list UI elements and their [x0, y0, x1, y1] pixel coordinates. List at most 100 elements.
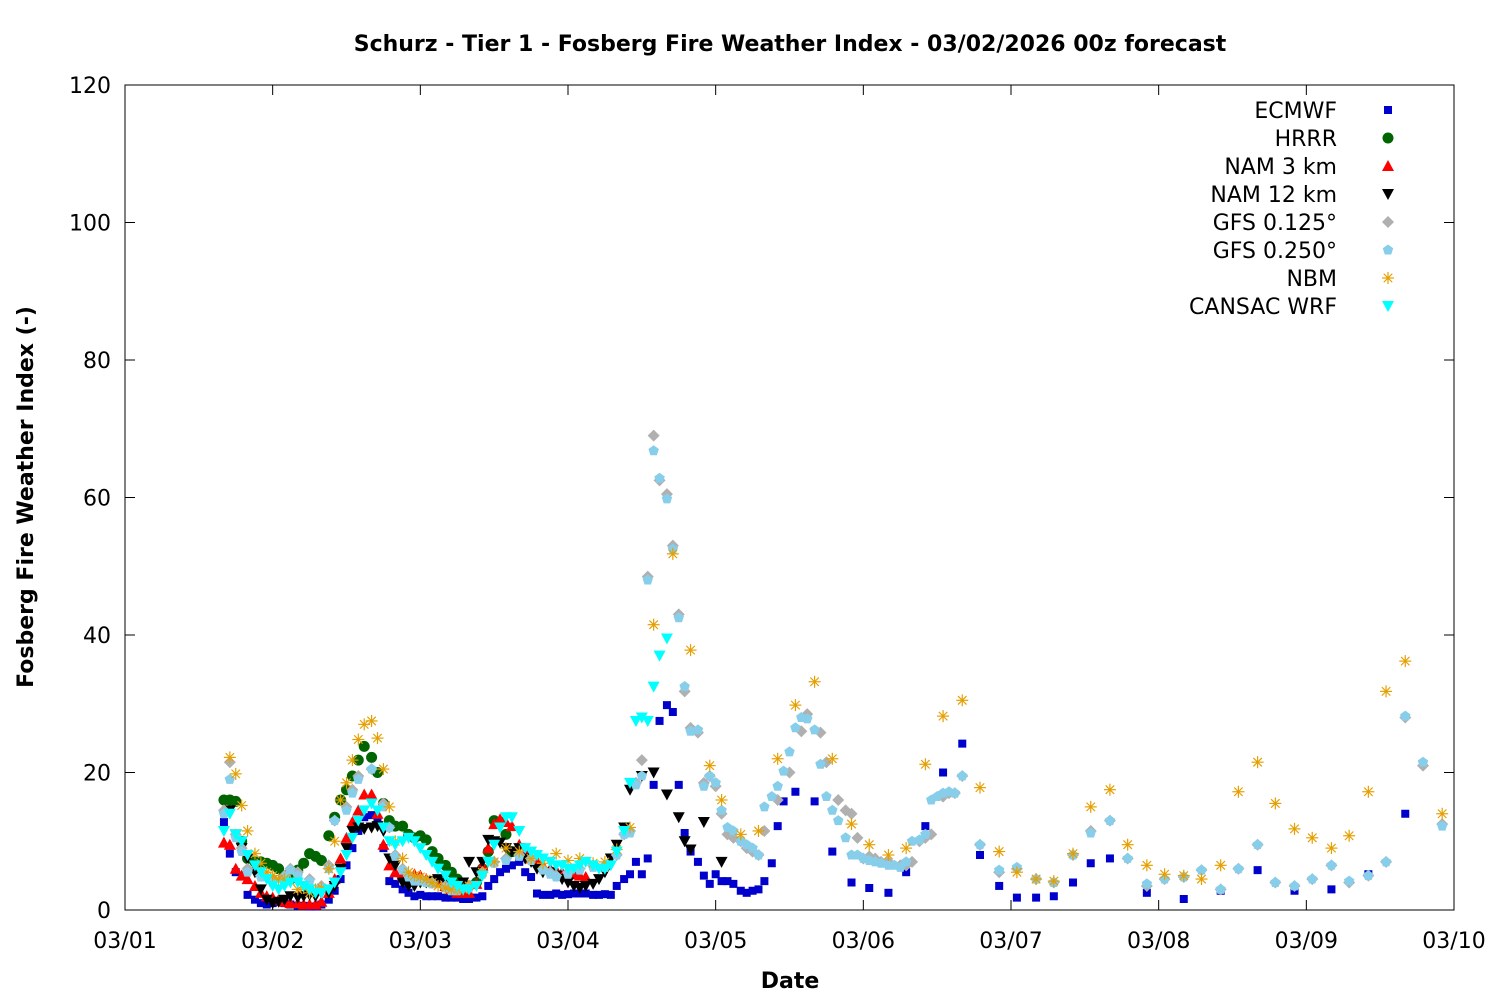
- data-point: [949, 787, 961, 798]
- data-point: [365, 798, 378, 810]
- data-point: [315, 895, 328, 907]
- data-point: [1047, 875, 1060, 888]
- axis-ticks: 0 20 40 60 80 100 120 03/01 03/02 03/03 03/04 03/05…: [69, 74, 1486, 954]
- data-point: [587, 878, 600, 890]
- data-point: [612, 881, 621, 890]
- y-tick-label: 60: [83, 487, 111, 512]
- legend-marker: [1382, 301, 1394, 312]
- data-point: [779, 797, 788, 806]
- data-point: [389, 839, 402, 851]
- asterisk-stroke: [403, 867, 414, 877]
- data-point: [230, 795, 242, 807]
- data-point: [993, 864, 1005, 875]
- data-point: [900, 842, 913, 855]
- data-point: [445, 877, 458, 889]
- data-point: [336, 875, 345, 884]
- asterisk-stroke: [920, 759, 931, 769]
- data-point: [1343, 829, 1356, 842]
- data-point: [704, 770, 715, 781]
- asterisk-stroke: [415, 872, 426, 882]
- data-point: [993, 845, 1006, 858]
- data-point: [1177, 869, 1190, 882]
- data-point: [654, 472, 665, 483]
- data-point: [303, 884, 316, 896]
- x-tick-label: 03/10: [1422, 929, 1485, 954]
- data-point: [250, 895, 259, 904]
- data-point: [956, 694, 969, 707]
- asterisk-stroke: [1216, 860, 1226, 870]
- asterisk-stroke: [378, 764, 389, 774]
- data-point: [826, 752, 839, 765]
- data-point: [703, 759, 716, 772]
- asterisk-stroke: [433, 881, 443, 891]
- y-tick-label: 0: [97, 899, 111, 924]
- data-point: [1196, 864, 1207, 875]
- data-point: [342, 861, 351, 870]
- x-tick-label: 03/07: [979, 929, 1042, 954]
- data-point: [921, 822, 930, 831]
- asterisk-stroke: [501, 843, 511, 853]
- asterisk-stroke: [736, 829, 746, 840]
- asterisk-stroke: [427, 877, 437, 888]
- data-point: [1086, 859, 1095, 868]
- data-point: [478, 892, 487, 901]
- data-point: [329, 815, 340, 826]
- data-point: [882, 849, 895, 861]
- asterisk-stroke: [1086, 802, 1096, 812]
- data-point: [229, 767, 242, 780]
- data-point: [649, 780, 658, 789]
- data-point: [771, 752, 784, 765]
- data-point: [1121, 838, 1134, 851]
- data-point: [537, 864, 549, 875]
- data-point: [789, 699, 802, 712]
- data-point: [1417, 756, 1429, 767]
- asterisk-stroke: [256, 858, 266, 868]
- asterisk-stroke: [551, 848, 561, 859]
- data-point: [847, 878, 856, 887]
- data-point: [598, 863, 611, 875]
- data-point: [242, 866, 253, 877]
- x-tick-label: 03/04: [536, 929, 599, 954]
- data-point: [441, 893, 450, 902]
- data-point: [340, 843, 353, 855]
- data-point: [624, 777, 637, 789]
- data-point: [315, 887, 328, 899]
- y-axis-title: Fosberg Fire Weather Index (-): [14, 306, 39, 688]
- asterisk-stroke: [1179, 870, 1189, 881]
- data-point: [593, 874, 606, 886]
- data-point: [530, 850, 543, 861]
- asterisk-stroke: [1383, 273, 1393, 283]
- data-point: [752, 824, 765, 837]
- asterisk-stroke: [526, 853, 536, 864]
- data-point: [340, 850, 353, 861]
- data-point: [661, 493, 673, 504]
- data-point: [631, 857, 640, 866]
- data-point: [643, 854, 652, 863]
- data-point: [1436, 807, 1449, 820]
- data-point: [920, 828, 931, 839]
- data-point: [809, 724, 820, 735]
- data-point: [470, 880, 483, 892]
- data-point: [383, 836, 396, 848]
- data-point: [398, 885, 407, 894]
- data-point: [1012, 893, 1021, 902]
- data-point: [642, 574, 653, 585]
- data-point: [1010, 866, 1023, 879]
- asterisk-stroke: [648, 620, 659, 630]
- asterisk-stroke: [685, 645, 696, 655]
- data-point: [974, 839, 986, 850]
- data-point: [699, 871, 708, 880]
- data-point: [697, 817, 710, 828]
- data-point: [875, 857, 887, 868]
- asterisk-stroke: [231, 769, 241, 779]
- data-point: [711, 870, 720, 879]
- data-point: [564, 890, 572, 899]
- x-tick-label: 03/02: [241, 929, 304, 954]
- data-point: [684, 844, 697, 856]
- legend-marker: [1382, 189, 1394, 200]
- asterisk-stroke: [440, 883, 451, 893]
- data-point: [229, 862, 242, 874]
- data-point: [515, 857, 524, 866]
- data-point: [235, 799, 248, 812]
- legend-label: ECMWF: [1254, 99, 1337, 124]
